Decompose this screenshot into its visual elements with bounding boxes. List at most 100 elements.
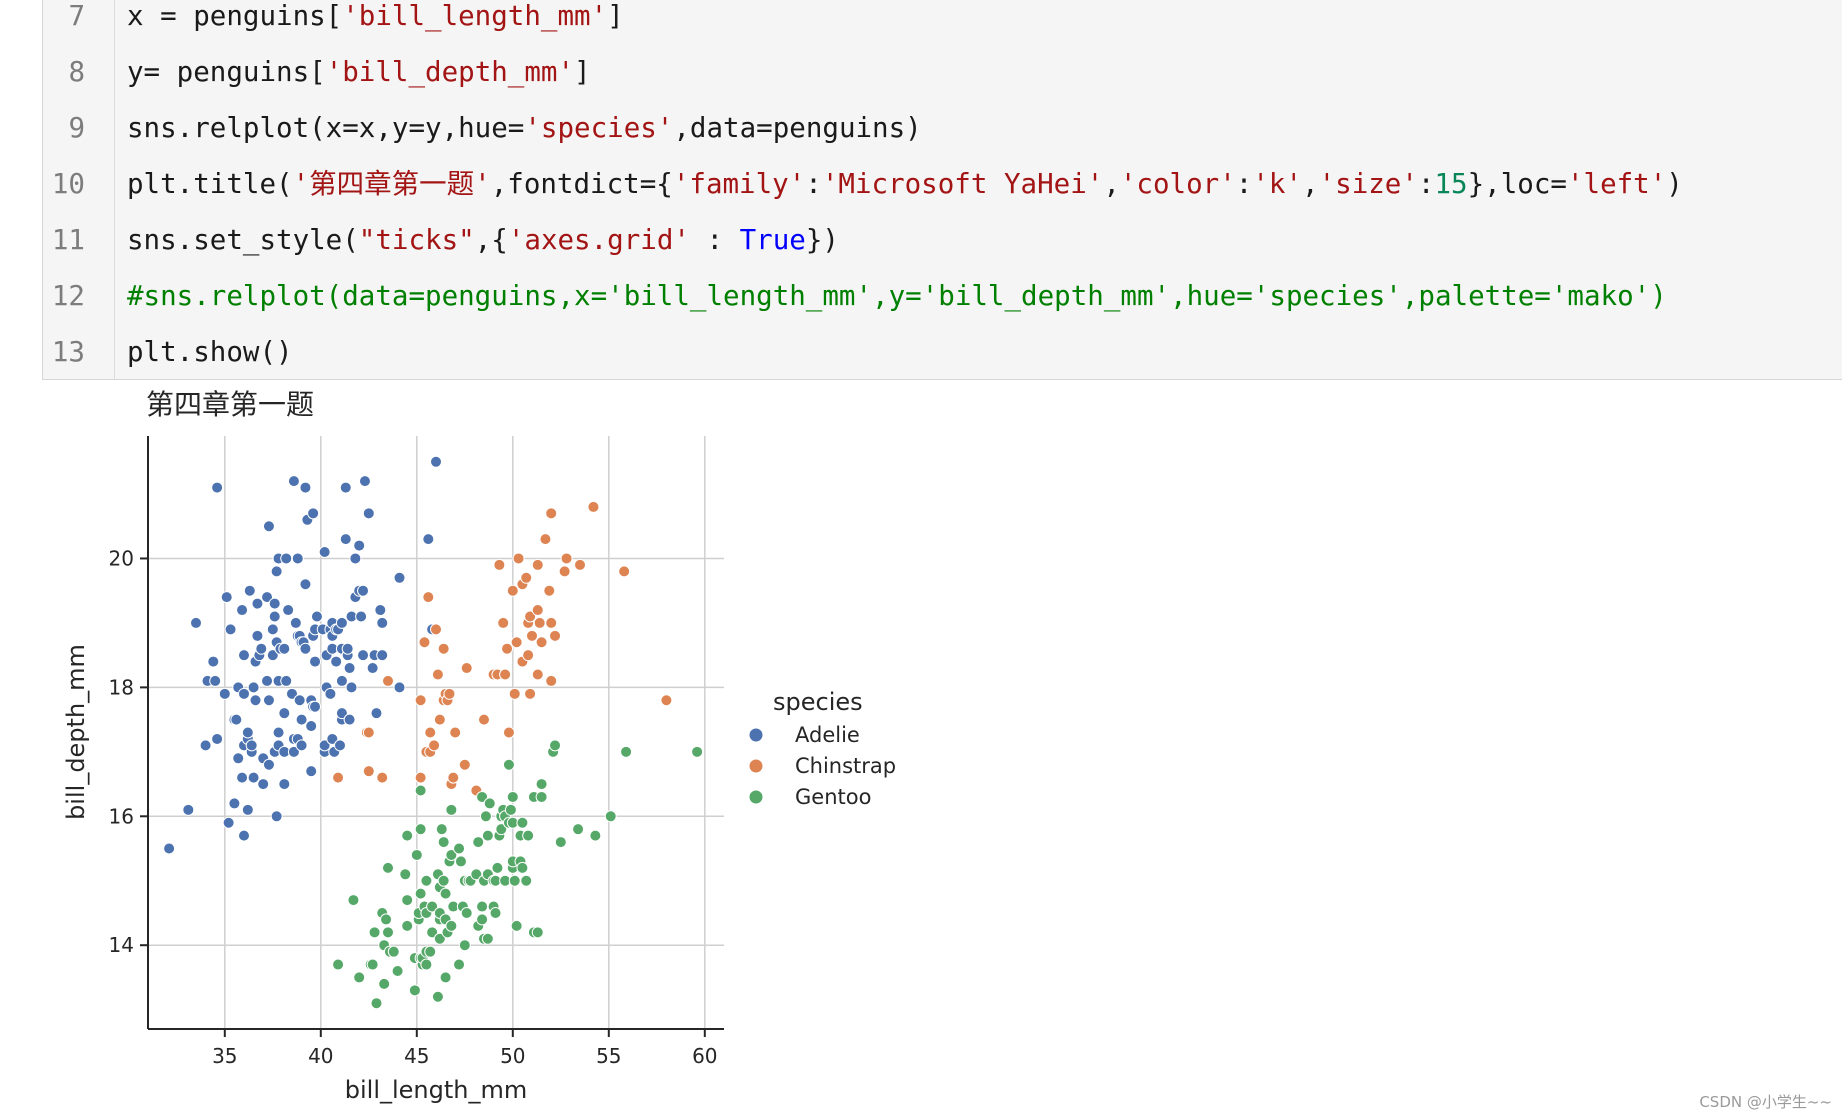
data-point-gentoo [424,945,437,958]
chart-title: 第四章第一题 [146,388,314,421]
code-token: 'k' [1252,168,1303,200]
data-point-adelie [236,604,249,617]
data-point-gentoo [481,829,494,842]
code-text[interactable]: plt.show() [127,324,293,380]
data-point-adelie [262,520,275,533]
legend-label: Gentoo [795,785,871,809]
data-point-adelie [334,739,346,752]
data-point-adelie [309,655,322,668]
data-point-chinstrap [574,558,586,571]
data-point-chinstrap [531,558,544,571]
data-point-gentoo [572,823,585,836]
data-point-adelie [343,662,356,675]
data-point-chinstrap [376,771,389,784]
data-point-chinstrap [493,558,506,571]
data-point-gentoo [347,894,360,907]
data-point-adelie [374,604,387,617]
data-point-gentoo [589,829,602,842]
code-line[interactable]: 9 sns.relplot(x=x,y=y,hue='species',data=… [43,100,1842,156]
data-point-adelie [324,687,337,700]
data-point-adelie [293,694,306,707]
code-token: ] [574,56,591,88]
code-line[interactable]: 11 sns.set_style("ticks",{'axes.grid' : T… [43,212,1842,268]
code-text[interactable]: plt.title('第四章第一题',fontdict={'family':'M… [127,156,1683,212]
data-point-chinstrap [382,674,394,687]
cell-output: 35 40 45 50 55 60 14 16 18 20 第四章第一题 bill_length_… [0,380,1842,1118]
data-point-adelie [251,629,264,642]
y-tick-label: 18 [109,675,134,699]
data-point-chinstrap [478,713,490,726]
data-point-adelie [357,649,370,662]
code-token: 'color' [1119,168,1236,200]
data-point-adelie [280,674,293,687]
data-point-adelie [278,778,291,791]
x-tick-label: 35 [212,1044,237,1068]
data-point-gentoo [439,887,452,900]
code-text[interactable]: sns.relplot(x=x,y=y,hue='species',data=p… [127,100,922,156]
data-point-chinstrap [418,636,431,649]
data-point-gentoo [391,964,404,977]
code-token: , [1302,168,1319,200]
data-point-gentoo [370,997,383,1010]
data-point-chinstrap [560,552,573,565]
data-point-adelie [241,803,254,816]
data-point-gentoo [410,848,423,861]
data-point-gentoo [691,745,704,758]
data-point-gentoo [481,932,494,945]
data-point-gentoo [476,900,489,913]
code-token: },loc= [1467,168,1567,200]
data-point-gentoo [382,926,394,939]
data-point-chinstrap [526,629,538,642]
data-point-adelie [245,739,258,752]
data-point-chinstrap [430,623,442,636]
legend-marker [748,758,764,774]
code-cell[interactable]: 7 x = penguins['bill_length_mm'] 8 y= pengu… [42,0,1842,380]
data-point-gentoo [489,906,502,919]
code-token: sns.relplot(x=x,y=y,hue= [127,112,525,144]
line-number: 11 [51,224,85,256]
data-point-chinstrap [460,662,473,675]
data-point-adelie [268,597,281,610]
data-point-adelie [268,610,281,623]
data-point-adelie [299,642,312,655]
data-point-chinstrap [506,584,519,597]
data-point-adelie [305,765,318,778]
code-token: , [1103,168,1120,200]
code-text[interactable]: y= penguins['bill_depth_mm'] [127,44,591,100]
code-line[interactable]: 10 plt.title('第四章第一题',fontdict={'family':… [43,156,1842,212]
data-point-gentoo [401,919,414,932]
code-text[interactable]: #sns.relplot(data=penguins,x='bill_lengt… [127,268,1667,324]
legend: species Adelie Chinstrap Gentoo [748,688,896,809]
data-point-adelie [247,771,260,784]
data-point-chinstrap [587,500,600,513]
data-point-gentoo [401,894,414,907]
code-token: : [1235,168,1253,200]
x-tick-label: 45 [404,1044,429,1068]
data-point-gentoo [508,874,521,887]
line-number: 8 [68,56,85,88]
data-point-gentoo [483,797,496,810]
data-point-chinstrap [501,642,514,655]
data-point-adelie [335,674,348,687]
data-point-chinstrap [414,771,427,784]
code-text[interactable]: x = penguins['bill_length_mm'] [127,0,624,44]
data-point-gentoo [453,842,466,855]
x-tick-label: 40 [308,1044,333,1068]
data-point-adelie [422,533,435,546]
code-line[interactable]: 13 plt.show() [43,324,1842,380]
line-number: 7 [68,0,85,32]
data-point-chinstrap [428,739,441,752]
data-point-gentoo [332,958,345,971]
code-line[interactable]: 8 y= penguins['bill_depth_mm'] [43,44,1842,100]
code-line[interactable]: 12 #sns.relplot(data=penguins,x='bill_len… [43,268,1842,324]
data-point-chinstrap [543,584,556,597]
code-token: ,data=penguins) [673,112,922,144]
data-point-chinstrap [558,565,571,578]
data-point-gentoo [476,913,489,926]
data-point-gentoo [426,900,439,913]
code-token: 'bill_depth_mm' [325,56,575,88]
code-text[interactable]: sns.set_style("ticks",{'axes.grid' : Tru… [127,212,839,268]
data-point-gentoo [408,984,421,997]
data-point-gentoo [506,790,519,803]
code-line[interactable]: 7 x = penguins['bill_length_mm'] [43,0,1842,44]
